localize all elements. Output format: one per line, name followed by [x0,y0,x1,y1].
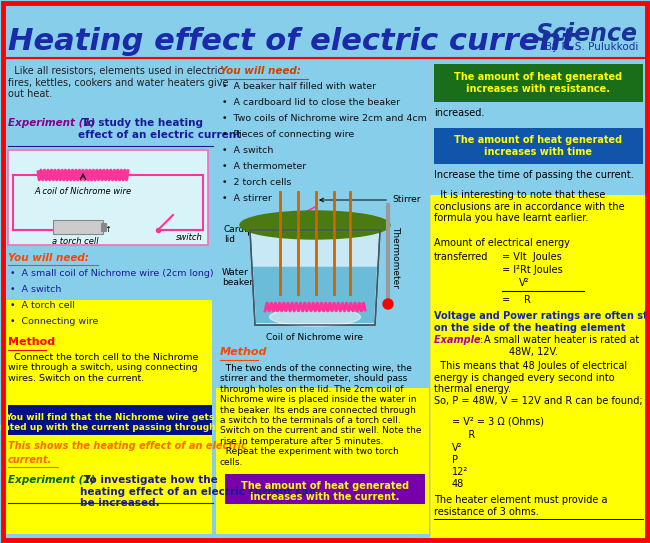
Text: To investigate how the
heating effect of an electric current can
be increased.: To investigate how the heating effect of… [80,475,317,508]
Bar [216,388,429,534]
Text: This means that 48 Joules of electrical
energy is changed every second into
ther: This means that 48 Joules of electrical … [434,361,643,406]
Text: The amount of heat generated: The amount of heat generated [454,135,622,145]
Text: R: R [524,295,531,305]
Bar [430,195,646,539]
Text: The amount of heat generated: The amount of heat generated [241,481,409,491]
Text: Heating effect of electric current: Heating effect of electric current [8,28,576,56]
Text: Science: Science [536,22,638,46]
Text: increases with the current.: increases with the current. [250,492,400,502]
Text: R: R [459,430,475,440]
Text: Method: Method [8,337,55,347]
Text: Like all resistors, elements used in electric
fires, kettles, cookers and water : Like all resistors, elements used in ele… [8,66,229,99]
Text: Amount of electrical energy: Amount of electrical energy [434,238,570,248]
Text: increased.: increased. [434,108,484,118]
Text: Coil of Nichrome wire: Coil of Nichrome wire [266,333,363,342]
Text: switch: switch [176,233,203,242]
Text: You will need:: You will need: [8,253,89,263]
Bar [4,300,212,534]
Circle shape [383,299,393,309]
Text: Cardboard
lid: Cardboard lid [224,225,271,244]
Text: V²: V² [452,443,463,453]
Text: Increase the time of passing the current.: Increase the time of passing the current… [434,170,634,180]
Text: = V² = 3 Ω (Ohms): = V² = 3 Ω (Ohms) [452,417,544,427]
Text: :: : [480,335,483,345]
Text: The amount of heat generated: The amount of heat generated [454,72,622,82]
Text: increases with resistance.: increases with resistance. [466,84,610,94]
Text: By R. S. Pulukkodi: By R. S. Pulukkodi [545,42,638,52]
Text: Connect the torch cell to the Nichrome
wire through a switch, using connecting
w: Connect the torch cell to the Nichrome w… [8,353,198,383]
Text: ↑: ↑ [105,225,112,234]
Bar [53,220,103,234]
Text: This shows the heating effect of an electric: This shows the heating effect of an elec… [8,441,247,451]
Text: Voltage and Power ratings are often stamped
on the side of the heating element: Voltage and Power ratings are often stam… [434,311,650,333]
Ellipse shape [270,308,361,326]
Text: Thermometer: Thermometer [391,226,400,288]
Text: •  2 torch cells: • 2 torch cells [222,178,291,187]
Bar [225,474,425,504]
Text: •  A switch: • A switch [10,285,61,294]
Text: You will find that the Nichrome wire gets: You will find that the Nichrome wire get… [5,413,214,422]
Bar [101,223,106,231]
Text: increases with time: increases with time [484,147,592,157]
Ellipse shape [240,211,390,239]
Text: = VIt  Joules: = VIt Joules [502,252,562,262]
Text: = I²Rt Joules: = I²Rt Joules [502,265,563,275]
Text: You will need:: You will need: [220,66,301,76]
Text: •  A cardboard lid to close the beaker: • A cardboard lid to close the beaker [222,98,400,107]
Text: •  A switch: • A switch [222,146,274,155]
Text: To study the heating
effect of an electric current: To study the heating effect of an electr… [78,118,241,140]
Text: transferred: transferred [434,252,488,262]
Bar [8,150,208,245]
Text: •  Two coils of Nichrome wire 2cm and 4cm: • Two coils of Nichrome wire 2cm and 4cm [222,114,427,123]
Text: •  Pieces of connecting wire: • Pieces of connecting wire [222,130,354,139]
Text: Stirrer: Stirrer [320,195,421,205]
Text: P: P [452,455,458,465]
Polygon shape [250,230,380,325]
Bar [8,405,212,435]
Text: 48: 48 [452,479,464,489]
Text: A coil of Nichrome wire: A coil of Nichrome wire [34,187,131,196]
Text: •  A thermometer: • A thermometer [222,162,306,171]
Text: Water
beaker: Water beaker [222,268,253,287]
Text: •  A small coil of Nichrome wire (2cm long): • A small coil of Nichrome wire (2cm lon… [10,269,214,278]
Text: •  A stirrer: • A stirrer [222,194,272,203]
Text: A small water heater is rated at
        48W, 12V.: A small water heater is rated at 48W, 12… [484,335,639,357]
Text: Experiment (2): Experiment (2) [8,475,96,485]
Bar [434,128,643,164]
Text: The heater element must provide a
resistance of 3 ohms.: The heater element must provide a resist… [434,495,608,516]
Text: Experiment (1): Experiment (1) [8,118,96,128]
Polygon shape [253,267,377,323]
Text: •  Connecting wire: • Connecting wire [10,317,98,326]
Text: Method: Method [220,347,268,357]
Text: 12²: 12² [452,467,468,477]
Text: •  A torch cell: • A torch cell [10,301,75,310]
Text: It is interesting to note that these
conclusions are in accordance with the
form: It is interesting to note that these con… [434,190,625,223]
Text: current.: current. [8,455,52,465]
Text: The two ends of the connecting wire, the
stirrer and the thermometer, should pas: The two ends of the connecting wire, the… [220,364,421,466]
Text: •  A beaker half filled with water: • A beaker half filled with water [222,82,376,91]
Bar [434,64,643,102]
Text: =: = [502,295,510,305]
Text: a torch cell: a torch cell [52,237,98,246]
Text: V²: V² [519,278,530,288]
Text: Example: Example [434,335,484,345]
Text: heated up with the current passing through it.: heated up with the current passing throu… [0,423,229,432]
